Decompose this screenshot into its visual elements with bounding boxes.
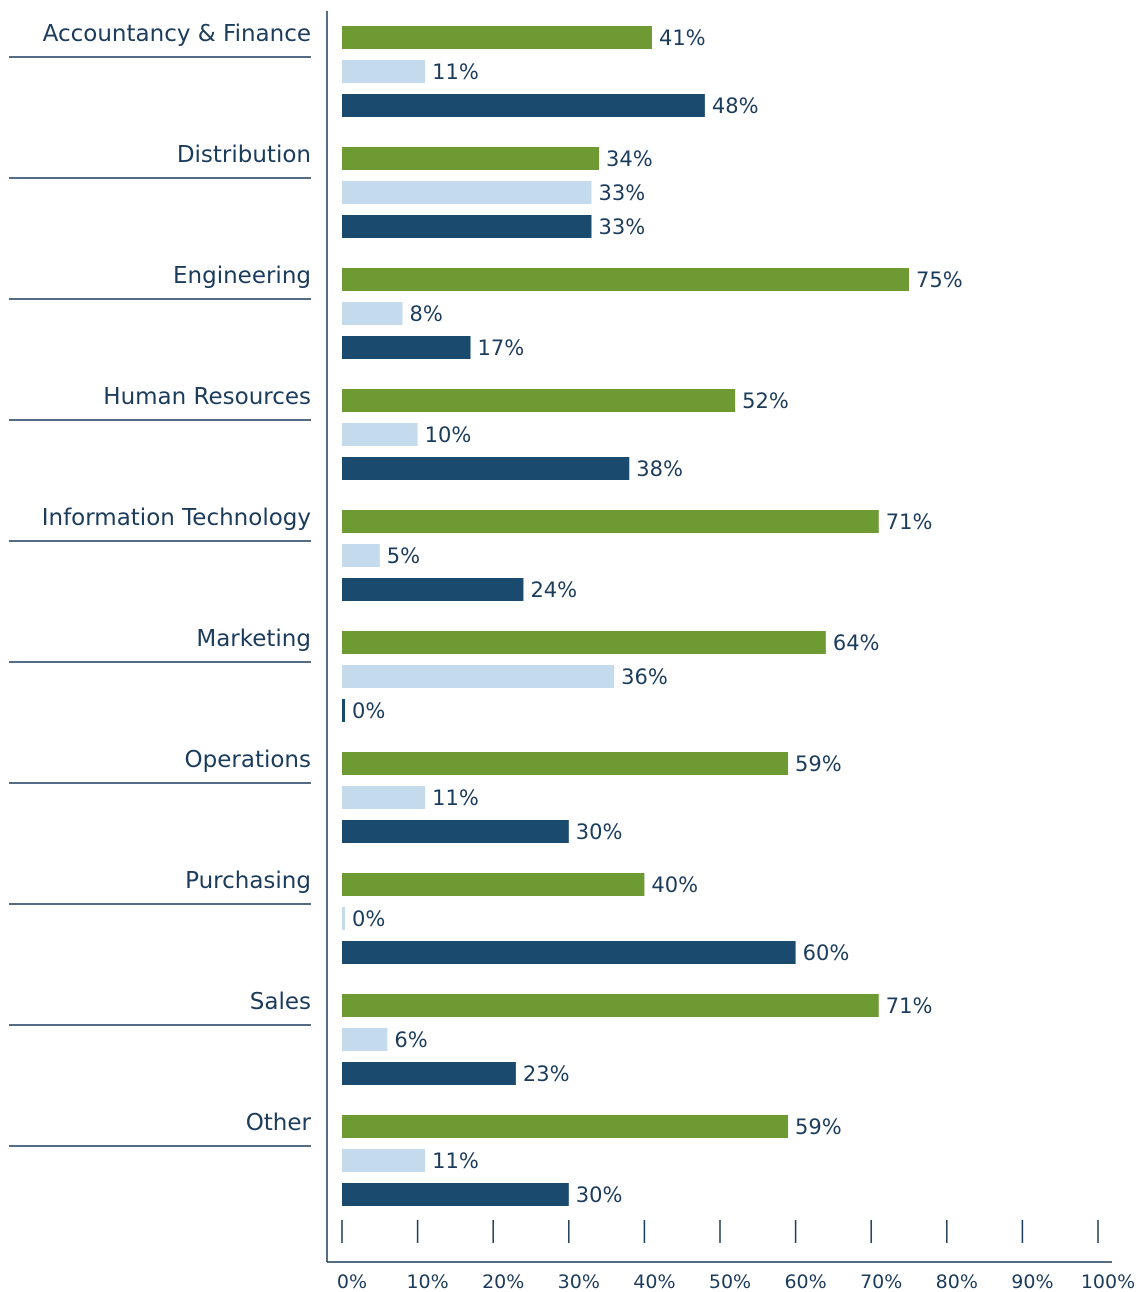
x-tick-label-60: 60%	[784, 1271, 826, 1292]
x-tick-label-100: 100%	[1081, 1271, 1135, 1292]
category-label-human-resources: Human Resources	[103, 384, 311, 410]
bar-value-label: 36%	[621, 665, 668, 689]
bar-operations-s1	[342, 752, 789, 775]
bar-value-label: 17%	[478, 336, 525, 360]
bar-engineering-s3	[342, 336, 471, 359]
bar-engineering-s2	[342, 302, 403, 325]
bar-value-label: 60%	[803, 941, 850, 965]
x-tick-label-20: 20%	[482, 1271, 524, 1292]
bar-human-resources-s1	[342, 389, 736, 412]
bar-distribution-s3	[342, 215, 592, 238]
bar-distribution-s1	[342, 147, 600, 170]
bar-information-technology-s2	[342, 544, 380, 567]
bar-value-label: 11%	[432, 1149, 479, 1173]
x-tick-label-40: 40%	[633, 1271, 675, 1292]
category-label-operations: Operations	[185, 747, 311, 773]
bar-value-label: 11%	[432, 60, 479, 84]
category-label-distribution: Distribution	[177, 142, 311, 168]
bar-purchasing-s2	[342, 907, 345, 930]
bar-other-s2	[342, 1149, 426, 1172]
bar-value-label: 52%	[742, 389, 789, 413]
bar-sales-s3	[342, 1062, 516, 1085]
x-tick-label-10: 10%	[406, 1271, 448, 1292]
bar-value-label: 11%	[432, 786, 479, 810]
bar-value-label: 10%	[425, 423, 472, 447]
bar-other-s3	[342, 1183, 569, 1206]
category-label-sales: Sales	[250, 989, 311, 1015]
bar-value-label: 23%	[523, 1062, 570, 1086]
bar-accountancy-and-finance-s2	[342, 60, 426, 83]
bar-value-label: 33%	[598, 215, 645, 239]
x-tick-label-70: 70%	[860, 1271, 902, 1292]
bar-engineering-s1	[342, 268, 909, 291]
bar-value-label: 0%	[352, 699, 385, 723]
bar-value-label: 30%	[576, 1183, 623, 1207]
bar-information-technology-s1	[342, 510, 879, 533]
bar-value-label: 8%	[409, 302, 442, 326]
bar-human-resources-s2	[342, 423, 418, 446]
bar-operations-s2	[342, 786, 426, 809]
bar-value-label: 38%	[636, 457, 683, 481]
bar-other-s1	[342, 1115, 789, 1138]
bar-sales-s1	[342, 994, 879, 1017]
x-tick-label-80: 80%	[936, 1271, 978, 1292]
bar-value-label: 6%	[394, 1028, 427, 1052]
category-label-information-technology: Information Technology	[42, 505, 311, 531]
x-tick-label-50: 50%	[709, 1271, 751, 1292]
bar-value-label: 64%	[833, 631, 880, 655]
bar-distribution-s2	[342, 181, 592, 204]
category-label-engineering: Engineering	[173, 263, 311, 289]
bar-marketing-s1	[342, 631, 826, 654]
bar-purchasing-s3	[342, 941, 796, 964]
category-label-other: Other	[246, 1110, 312, 1136]
bar-value-label: 30%	[576, 820, 623, 844]
bar-value-label: 71%	[886, 994, 933, 1018]
x-tick-label-90: 90%	[1011, 1271, 1053, 1292]
axis-layer: 0% 10% 20% 30% 40% 50% 60% 70% 80% 90% 100%	[326, 11, 1135, 1292]
bar-information-technology-s3	[342, 578, 524, 601]
x-tick-label-0: 0%	[337, 1271, 367, 1292]
bar-value-label: 34%	[606, 147, 653, 171]
bar-human-resources-s3	[342, 457, 630, 480]
category-label-accountancy-and-finance: Accountancy & Finance	[43, 21, 311, 47]
bar-accountancy-and-finance-s1	[342, 26, 652, 49]
bar-operations-s3	[342, 820, 569, 843]
bar-value-label: 0%	[352, 907, 385, 931]
bar-value-label: 5%	[387, 544, 420, 568]
bar-purchasing-s1	[342, 873, 645, 896]
bar-accountancy-and-finance-s3	[342, 94, 705, 117]
bar-value-label: 59%	[795, 752, 842, 776]
bar-value-label: 33%	[598, 181, 645, 205]
bar-value-label: 40%	[651, 873, 698, 897]
bar-value-label: 48%	[712, 94, 759, 118]
bar-value-label: 24%	[530, 578, 577, 602]
bar-layer: 41% 34% 75% 52% 71% 64% 59% 40% 71% 59% 11% 33% 8% 10…	[342, 26, 963, 1207]
bar-value-label: 71%	[886, 510, 933, 534]
bar-sales-s2	[342, 1028, 388, 1051]
category-label-purchasing: Purchasing	[185, 868, 311, 894]
bar-value-label: 59%	[795, 1115, 842, 1139]
bar-marketing-s2	[342, 665, 615, 688]
category-layer: Accountancy & Finance Distribution Enginee…	[9, 21, 312, 1147]
bar-marketing-s3	[342, 699, 345, 722]
bar-value-label: 41%	[659, 26, 706, 50]
category-label-marketing: Marketing	[196, 626, 311, 652]
bar-value-label: 75%	[916, 268, 963, 292]
x-tick-label-30: 30%	[558, 1271, 600, 1292]
